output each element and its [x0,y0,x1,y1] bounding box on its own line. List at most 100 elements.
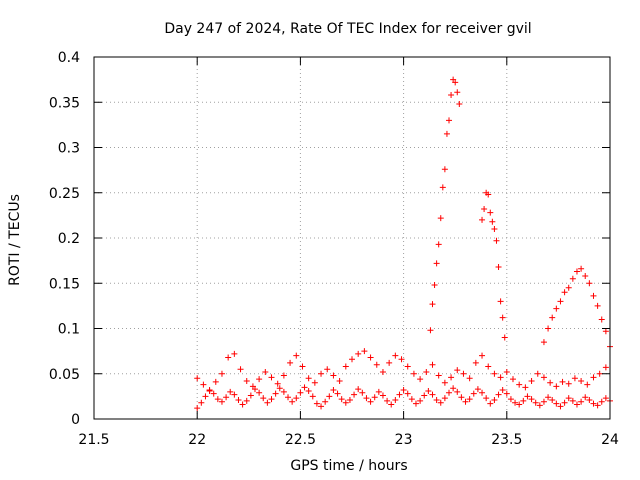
data-point [565,284,572,291]
data-point [596,370,603,377]
data-point [483,395,490,402]
data-point [289,398,296,405]
data-point [437,215,444,222]
data-point [481,206,488,213]
data-point [262,368,269,375]
data-point [404,363,411,370]
data-point [239,401,246,408]
data-point [497,298,504,305]
data-point [441,379,448,386]
data-point [280,388,287,395]
series-satellite-tracks [194,384,613,412]
data-point [565,395,572,402]
data-point [435,241,442,248]
data-point [431,282,438,289]
data-point [437,399,444,406]
data-point [540,339,547,346]
data-point [559,378,566,385]
chart-title: Day 247 of 2024, Rate Of TEC Index for r… [164,21,531,37]
data-point [243,397,250,404]
data-point [264,399,271,406]
data-point [260,395,267,402]
y-tick-label: 0.05 [49,367,80,383]
data-point [342,363,349,370]
data-point [423,368,430,375]
data-point [446,389,453,396]
data-point [355,350,362,357]
data-point [540,374,547,381]
data-point [489,218,496,225]
data-point [545,394,552,401]
data-point [214,396,221,403]
y-tick-label: 0 [71,412,80,428]
data-point [573,268,580,275]
x-tick-label: 23.5 [491,432,522,448]
data-point [379,368,386,375]
data-point [373,361,380,368]
data-point [231,350,238,357]
data-point [569,397,576,404]
data-point [218,398,225,405]
data-point [503,368,510,375]
data-point [200,381,207,388]
data-point [435,372,442,379]
data-point [584,381,591,388]
data-point [194,405,201,412]
data-point [441,166,448,173]
data-point [450,385,457,392]
data-point [532,399,539,406]
data-point [503,390,510,397]
data-point [351,391,358,398]
data-point [287,359,294,366]
data-point [305,387,312,394]
data-point [342,399,349,406]
data-point [334,390,341,397]
data-points [194,76,613,412]
data-point [388,401,395,408]
data-point [462,398,469,405]
data-point [425,387,432,394]
data-point [545,325,552,332]
data-point [458,394,465,401]
data-point [578,265,585,272]
data-point [507,396,514,403]
data-point [497,374,504,381]
data-point [274,380,281,387]
data-point [433,396,440,403]
data-point [212,378,219,385]
data-point [305,375,312,382]
data-point [355,386,362,393]
data-point [540,398,547,405]
data-point [429,301,436,308]
series-enhancement-peak-1 [427,76,463,334]
data-point [268,396,275,403]
data-point [501,334,508,341]
data-point [363,395,370,402]
data-point [446,117,453,124]
data-point [516,381,523,388]
x-tick-label: 21.5 [78,432,109,448]
data-point [522,384,529,391]
data-point [417,376,424,383]
data-point [534,370,541,377]
data-point [231,391,238,398]
data-point [396,391,403,398]
data-point [361,348,368,355]
y-tick-label: 0.25 [49,186,80,202]
data-point [578,398,585,405]
data-point [410,370,417,377]
y-axis-label: ROTI / TECUs [7,194,23,286]
data-point [598,316,605,323]
data-point [429,361,436,368]
data-point [491,225,498,232]
data-point [528,396,535,403]
y-tick-labels: 0 0.05 0.1 0.15 0.2 0.25 0.3 0.35 0.4 [49,50,80,428]
data-point [392,352,399,359]
data-point [472,359,479,366]
data-point [586,280,593,287]
data-point [549,396,556,403]
data-point [493,237,500,244]
data-point [349,356,355,363]
data-point [400,387,407,394]
